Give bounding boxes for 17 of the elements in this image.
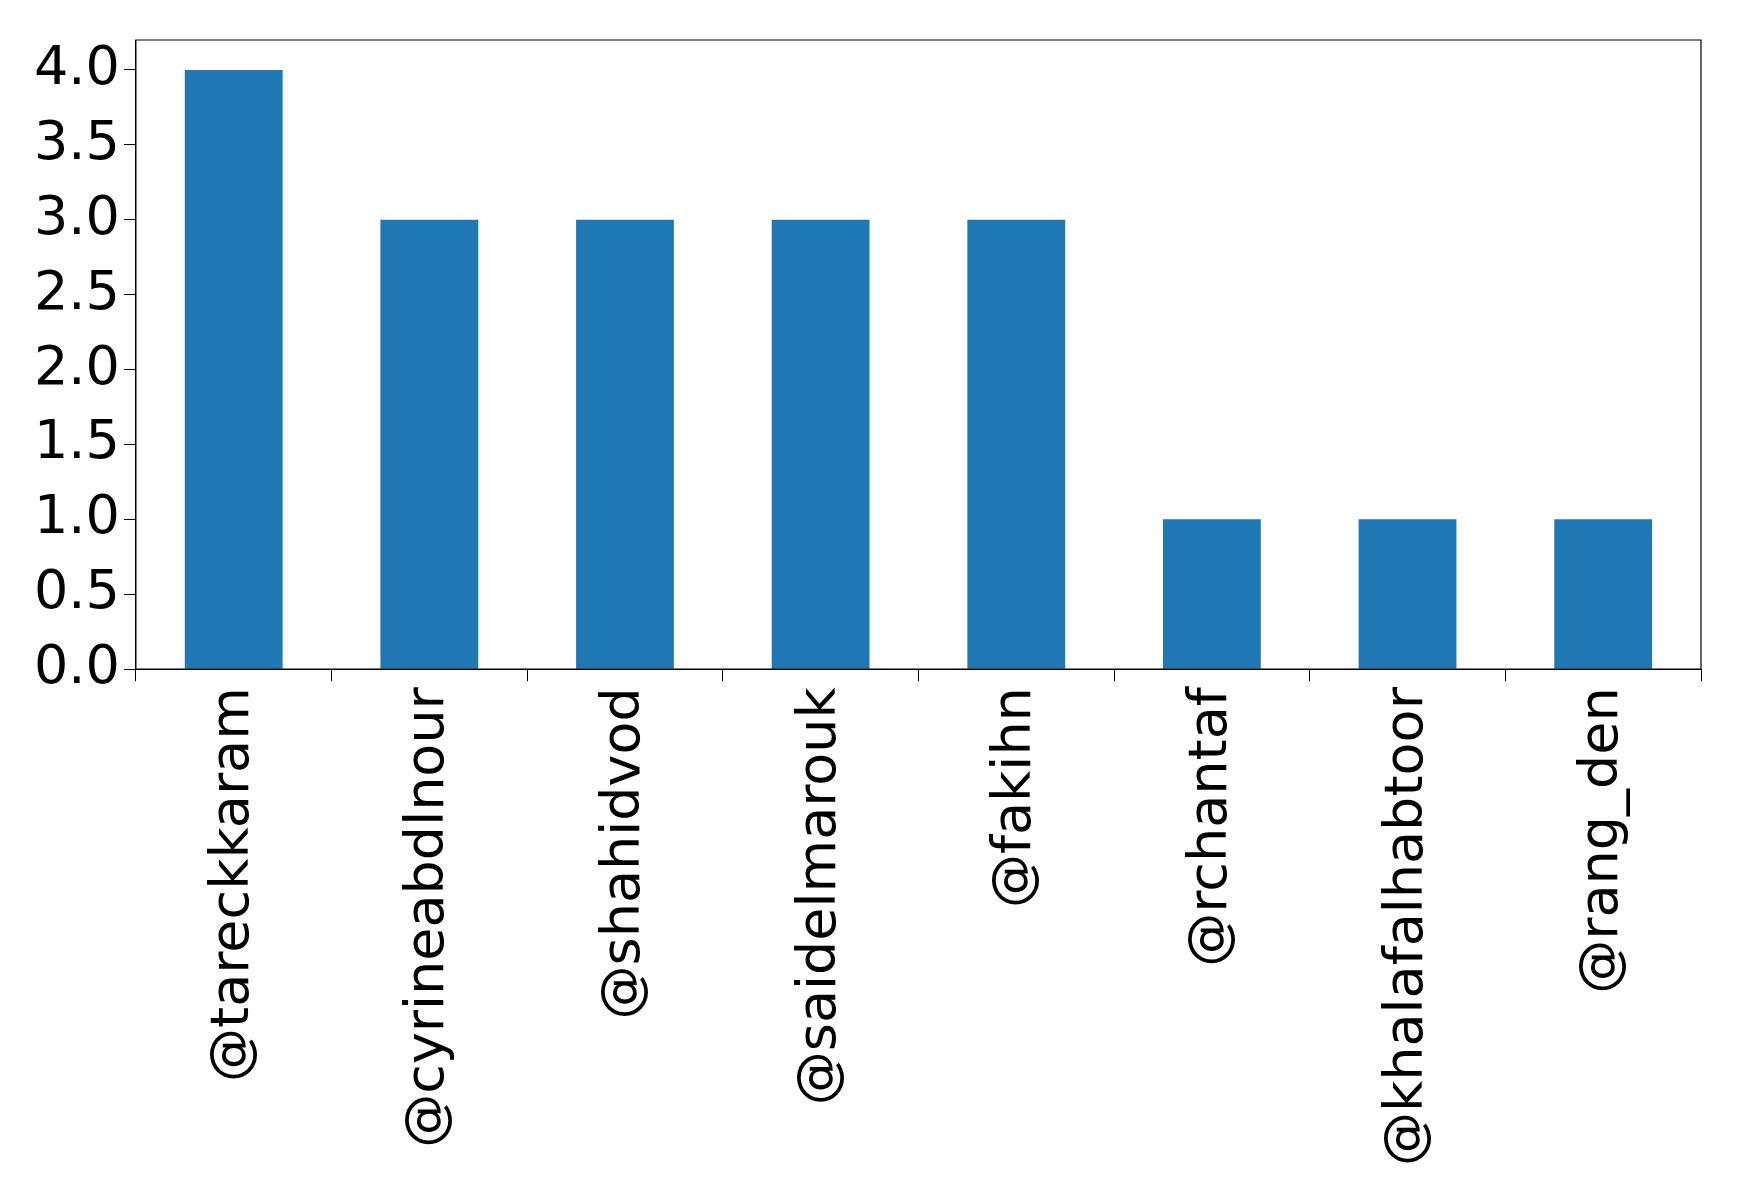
x-tick-label: @shahidvod [589,687,653,1020]
y-tick-label: 4.0 [33,33,120,97]
y-tick-label: 2.5 [33,258,120,322]
y-tick-label: 1.5 [33,408,120,472]
y-tick-label: 1.0 [33,483,120,547]
y-tick-label: 3.5 [33,108,120,172]
y-tick-label: 3.0 [33,183,120,247]
y-tick-label: 0.0 [33,633,120,697]
x-tick-label: @rang_den [1567,687,1631,994]
x-tick-label: @khalafalhabtoor [1371,686,1435,1166]
x-tick-label: @fakihn [980,687,1044,908]
y-tick-label: 2.0 [33,333,120,397]
x-tick-label: @tareckkaram [197,687,261,1082]
x-tick-label: @saidelmarouk [784,686,848,1106]
x-tick-label: @rchantaf [1175,685,1239,967]
x-tick-label: @cyrineabdlnour [393,686,457,1148]
y-tick-label: 0.5 [33,558,120,622]
